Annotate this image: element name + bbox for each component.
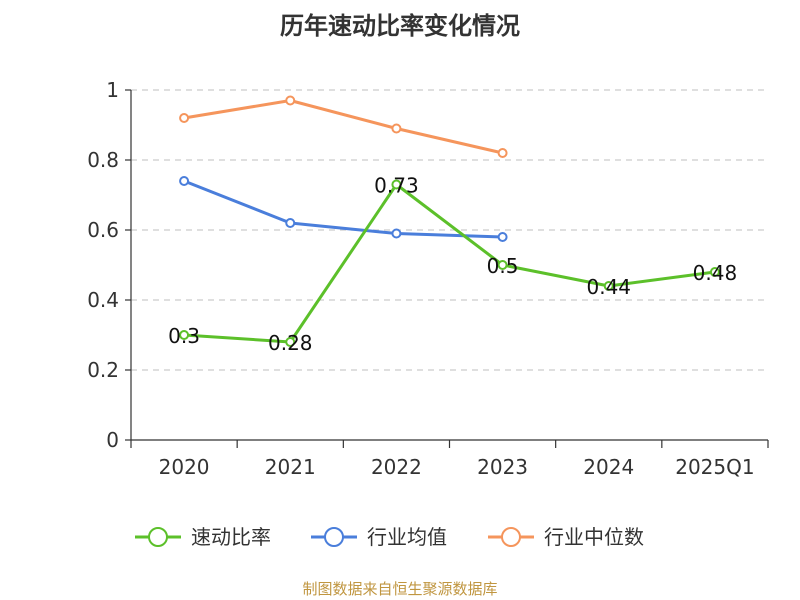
- data-point: [709, 267, 720, 277]
- legend-marker: [501, 527, 521, 547]
- chart-title: 历年速动比率变化情况: [280, 12, 520, 40]
- data-point: [285, 337, 296, 347]
- series-line: [183, 179, 503, 239]
- data-point: [179, 113, 190, 123]
- x-tick-label: 2023: [477, 455, 528, 479]
- data-point: [391, 123, 402, 134]
- data-label: 0.73: [374, 174, 419, 198]
- data-label: 0.3: [168, 324, 200, 348]
- y-tick-label: 0: [106, 428, 119, 452]
- legend-item[interactable]: 行业中位数: [488, 525, 644, 549]
- data-point: [603, 281, 614, 291]
- data-label: 0.44: [586, 275, 631, 299]
- legend-label: 行业均值: [367, 525, 447, 549]
- data-point: [179, 176, 190, 186]
- y-tick-label: 0.2: [87, 358, 119, 382]
- data-point: [497, 260, 508, 270]
- legend-item[interactable]: 速动比率: [135, 525, 271, 549]
- data-point: [497, 148, 508, 158]
- x-tick-label: 2025Q1: [675, 455, 754, 479]
- y-tick-label: 0.8: [87, 148, 119, 172]
- series-line: [184, 183, 716, 344]
- data-point: [497, 232, 508, 242]
- legend-marker: [324, 527, 344, 547]
- data-label: 0.28: [268, 331, 313, 355]
- x-tick-label: 2022: [371, 455, 422, 479]
- y-tick-label: 1: [106, 78, 119, 102]
- data-label: 0.48: [693, 261, 738, 285]
- data-point: [391, 179, 402, 190]
- data-point: [179, 330, 190, 340]
- source-footer: 制图数据来自恒生聚源数据库: [302, 580, 498, 598]
- legend: 速动比率 行业均值 行业中位数: [135, 525, 644, 549]
- x-tick-label: 2024: [583, 455, 634, 479]
- y-tick-label: 0.6: [87, 218, 119, 242]
- y-tick-label: 0.4: [87, 288, 119, 312]
- series: [179, 95, 720, 347]
- legend-marker: [148, 527, 168, 547]
- legend-item[interactable]: 行业均值: [311, 525, 447, 549]
- data-point: [285, 95, 296, 106]
- data-point: [285, 218, 296, 228]
- grid-lines: [131, 89, 768, 371]
- data-point: [391, 228, 402, 239]
- axes: 0 0.2 0.4 0.6 0.8 1 2020 2021 2022 2023 2024 2025Q1: [87, 78, 769, 479]
- legend-label: 行业中位数: [544, 525, 644, 549]
- data-labels: 0.3 0.28 0.73 0.5 0.44 0.48: [168, 174, 737, 356]
- x-tick-label: 2020: [159, 455, 210, 479]
- x-tick-label: 2021: [265, 455, 316, 479]
- legend-label: 速动比率: [191, 525, 271, 549]
- series-line: [183, 99, 503, 155]
- data-label: 0.5: [487, 254, 519, 278]
